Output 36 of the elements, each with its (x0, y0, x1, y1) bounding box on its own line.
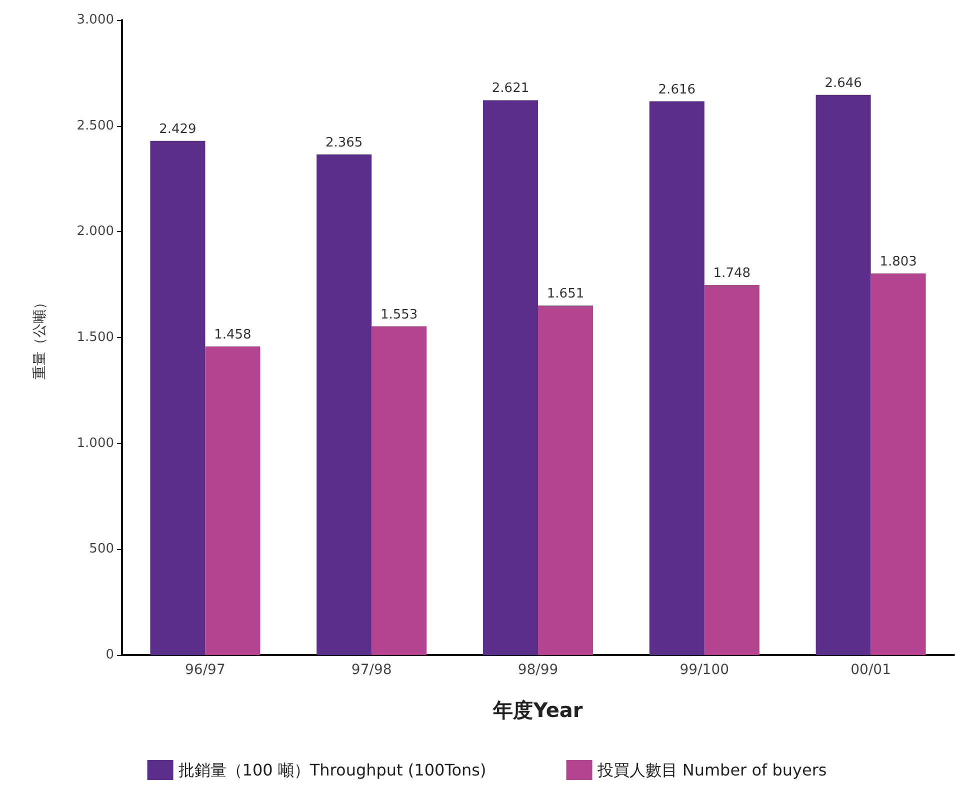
x-tick-label: 97/98 (351, 662, 392, 678)
x-tick-label: 99/100 (680, 662, 730, 678)
y-tick-label: 2.000 (76, 224, 114, 240)
y-tick-label: 500 (89, 542, 114, 557)
data-label: 1.458 (214, 327, 252, 342)
legend-label: 批銷量（100 噸）Throughput (100Tons) (178, 760, 486, 780)
data-label: 1.803 (880, 254, 917, 270)
y-tick-label: 2.500 (76, 118, 114, 134)
bar (150, 140, 206, 655)
y-tick-label: 1.500 (76, 330, 114, 345)
bar (704, 285, 760, 655)
bar (538, 306, 593, 655)
bar (816, 94, 871, 655)
data-label: 2.646 (824, 76, 862, 91)
bar (483, 100, 538, 655)
data-label: 1.651 (546, 286, 584, 302)
data-label: 2.616 (658, 82, 696, 98)
y-tick-label: 0 (106, 648, 114, 662)
data-label: 2.621 (492, 81, 530, 96)
data-label: 2.365 (325, 135, 363, 150)
bar (316, 154, 372, 655)
y-tick-label: 1.000 (76, 436, 114, 451)
data-label: 2.429 (159, 122, 196, 137)
legend-label: 投買人數目 Number of buyers (596, 760, 827, 780)
x-axis-title: 年度Year (492, 698, 583, 722)
bar (870, 273, 926, 655)
y-axis-title: 重量（公噸） (32, 296, 48, 380)
x-tick-label: 00/01 (850, 662, 891, 678)
x-tick-label: 98/99 (518, 662, 558, 678)
data-label: 1.748 (713, 266, 751, 282)
bar (372, 326, 427, 655)
data-label: 1.553 (380, 307, 418, 322)
x-tick-label: 96/97 (185, 662, 226, 678)
bar (205, 346, 260, 655)
y-tick-label: 3.000 (76, 12, 114, 28)
bar (649, 101, 704, 655)
